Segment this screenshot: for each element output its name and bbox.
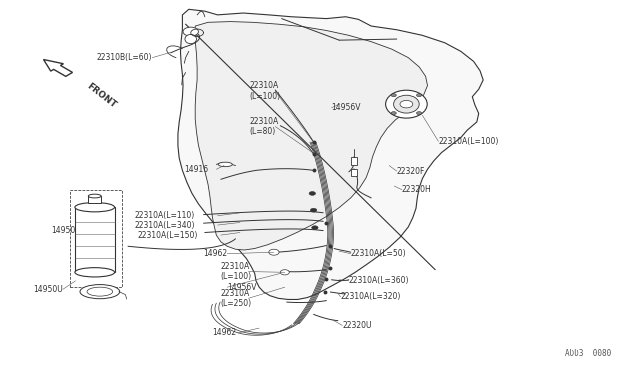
Text: 22310A(L=360): 22310A(L=360) — [349, 276, 410, 285]
Bar — [88, 196, 101, 203]
Ellipse shape — [87, 287, 113, 296]
Ellipse shape — [185, 35, 196, 44]
Circle shape — [391, 94, 396, 97]
Text: 22310A
(L=100): 22310A (L=100) — [250, 81, 281, 101]
Ellipse shape — [394, 95, 419, 113]
Text: 22310A
(L=100): 22310A (L=100) — [221, 262, 252, 281]
Text: 14962: 14962 — [203, 249, 227, 258]
Text: 14916: 14916 — [184, 165, 208, 174]
Text: 22320F: 22320F — [397, 167, 425, 176]
Text: AƲƲ3  0080: AƲƲ3 0080 — [565, 349, 611, 358]
Circle shape — [269, 249, 279, 255]
Circle shape — [183, 27, 198, 36]
Circle shape — [310, 208, 317, 212]
Circle shape — [391, 112, 396, 115]
Text: 22310A(L=340): 22310A(L=340) — [134, 221, 195, 230]
Ellipse shape — [385, 90, 428, 118]
Bar — [351, 169, 357, 176]
Text: 22310A(L=100): 22310A(L=100) — [438, 137, 499, 146]
Circle shape — [417, 94, 422, 97]
Text: 22310A
(L=250): 22310A (L=250) — [221, 289, 252, 308]
Bar — [75, 207, 115, 272]
Bar — [351, 157, 357, 165]
Text: 22310A(L=50): 22310A(L=50) — [351, 249, 406, 258]
Text: 14950: 14950 — [51, 226, 76, 235]
Text: 22310A(L=320): 22310A(L=320) — [340, 292, 401, 301]
Text: 14962: 14962 — [212, 328, 237, 337]
Circle shape — [417, 112, 422, 115]
Text: 22310B(L=60): 22310B(L=60) — [97, 53, 152, 62]
Text: 22310A(L=150): 22310A(L=150) — [138, 231, 198, 240]
Text: 14950U: 14950U — [33, 285, 63, 294]
Text: 22320H: 22320H — [402, 185, 431, 194]
Ellipse shape — [88, 194, 101, 198]
Circle shape — [312, 226, 318, 230]
Ellipse shape — [75, 267, 115, 277]
Circle shape — [280, 270, 289, 275]
Ellipse shape — [75, 202, 115, 212]
Bar — [70, 190, 122, 287]
Text: 22310A
(L=80): 22310A (L=80) — [250, 117, 279, 136]
Text: 22320U: 22320U — [342, 321, 372, 330]
Text: 14956V: 14956V — [332, 103, 361, 112]
Text: FRONT: FRONT — [85, 81, 118, 109]
Text: 14956V: 14956V — [227, 283, 257, 292]
Polygon shape — [44, 60, 72, 76]
Ellipse shape — [80, 285, 120, 299]
Ellipse shape — [218, 162, 232, 167]
Text: 22310A(L=110): 22310A(L=110) — [134, 211, 195, 220]
Polygon shape — [178, 9, 483, 299]
Circle shape — [400, 100, 413, 108]
Circle shape — [309, 192, 316, 195]
Polygon shape — [195, 22, 428, 250]
